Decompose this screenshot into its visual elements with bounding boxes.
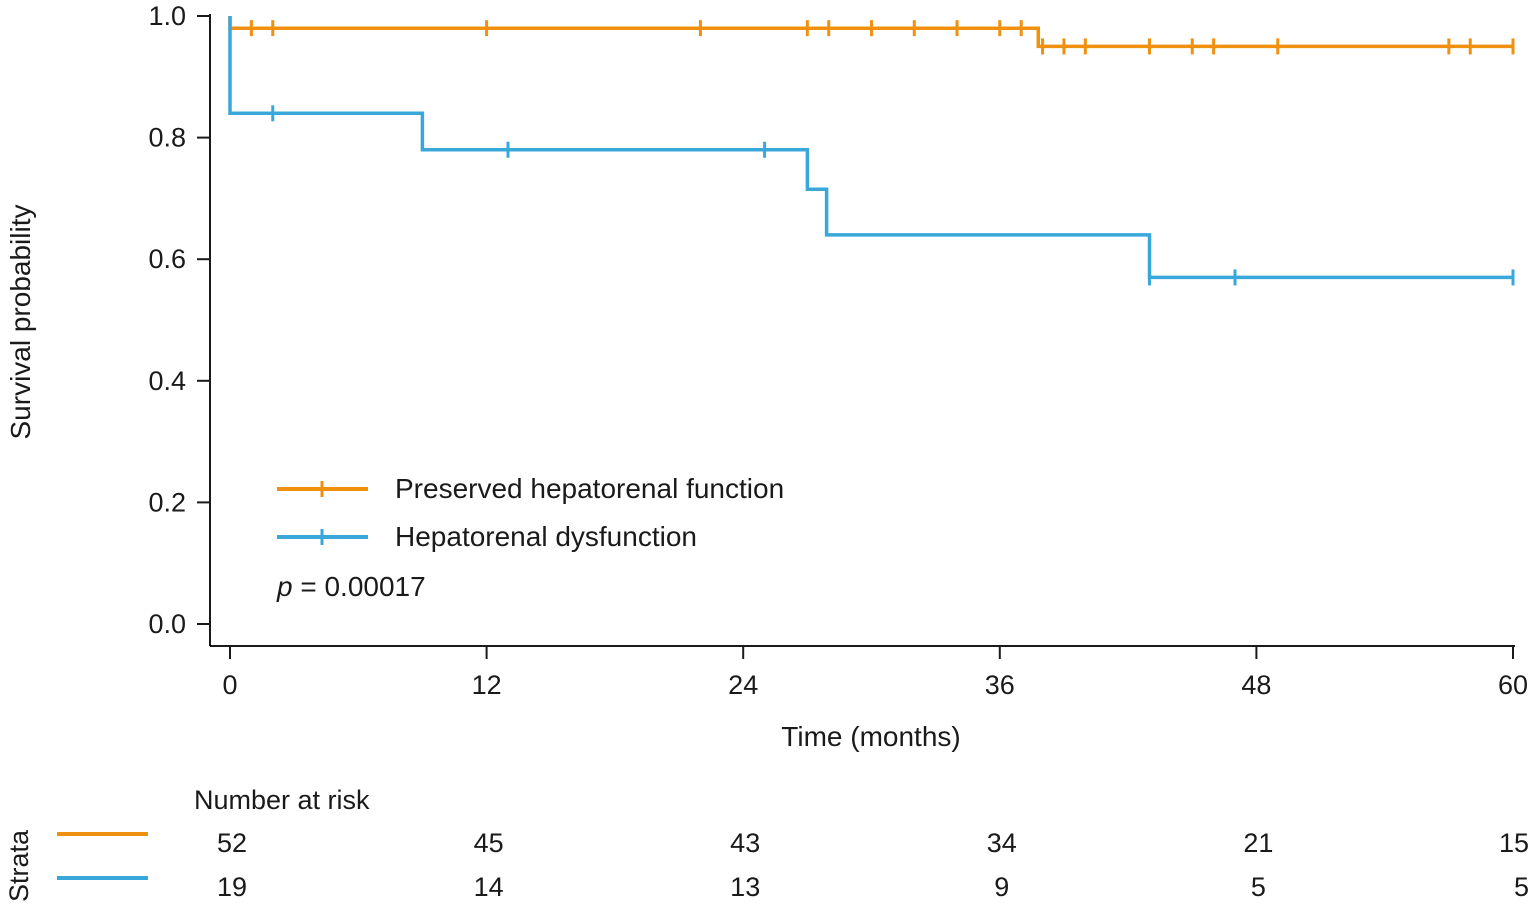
risk-count: 34 bbox=[987, 828, 1017, 858]
x-tick-label: 0 bbox=[222, 670, 237, 700]
survival-curve-dysfunction bbox=[228, 16, 1513, 280]
strata-label: Strata bbox=[4, 829, 34, 902]
legend-label-dysfunction: Hepatorenal dysfunction bbox=[395, 521, 697, 552]
y-tick-label: 1.0 bbox=[148, 1, 186, 31]
risk-count: 43 bbox=[730, 828, 760, 858]
y-tick-label: 0.2 bbox=[148, 487, 186, 517]
y-tick-label: 0.8 bbox=[148, 123, 186, 153]
legend-label-preserved: Preserved hepatorenal function bbox=[395, 473, 784, 504]
risk-count: 15 bbox=[1499, 828, 1529, 858]
risk-count: 45 bbox=[474, 828, 504, 858]
x-tick-label: 60 bbox=[1498, 670, 1528, 700]
risk-count: 21 bbox=[1243, 828, 1273, 858]
risk-count: 13 bbox=[730, 872, 760, 902]
x-tick-label: 24 bbox=[728, 670, 758, 700]
y-axis-title: Survival probability bbox=[5, 205, 36, 440]
risk-count: 52 bbox=[217, 828, 247, 858]
y-tick-label: 0.6 bbox=[148, 244, 186, 274]
risk-count: 19 bbox=[217, 872, 247, 902]
risk-table-title: Number at risk bbox=[194, 785, 370, 815]
y-tick-label: 0.0 bbox=[148, 609, 186, 639]
risk-count: 5 bbox=[1251, 872, 1266, 902]
x-tick-label: 36 bbox=[985, 670, 1015, 700]
y-tick-label: 0.4 bbox=[148, 366, 186, 396]
legend: Preserved hepatorenal function Hepatoren… bbox=[277, 473, 784, 552]
x-axis-title: Time (months) bbox=[781, 721, 960, 752]
p-value-annotation: p = 0.00017 bbox=[276, 571, 426, 602]
p-value-text: = 0.00017 bbox=[293, 571, 426, 602]
risk-count: 14 bbox=[474, 872, 504, 902]
p-value-symbol: p bbox=[276, 571, 293, 602]
risk-count: 5 bbox=[1514, 872, 1529, 902]
x-tick-label: 48 bbox=[1241, 670, 1271, 700]
risk-count: 9 bbox=[994, 872, 1009, 902]
x-tick-label: 12 bbox=[472, 670, 502, 700]
